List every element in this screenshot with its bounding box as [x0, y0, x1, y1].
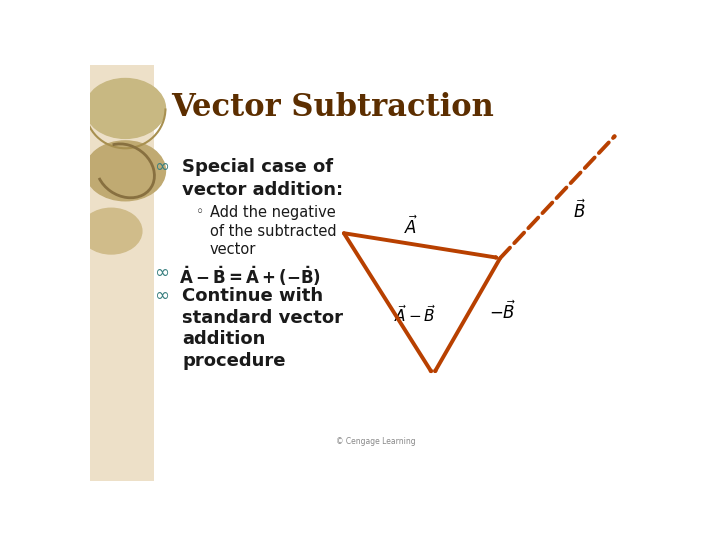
Text: $-\vec{B}$: $-\vec{B}$ [489, 301, 516, 323]
Text: ∞: ∞ [154, 158, 169, 177]
Text: ◦: ◦ [196, 205, 204, 219]
Text: ∞: ∞ [154, 265, 169, 282]
FancyArrowPatch shape [344, 233, 431, 371]
FancyArrowPatch shape [500, 136, 615, 258]
Text: of the subtracted: of the subtracted [210, 224, 336, 239]
Text: Special case of: Special case of [182, 158, 333, 177]
Text: $\mathbf{\dot{A} - \dot{B} = \dot{A} + (-\dot{B})}$: $\mathbf{\dot{A} - \dot{B} = \dot{A} + (… [179, 265, 321, 288]
Text: vector: vector [210, 242, 256, 258]
Text: Continue with: Continue with [182, 287, 323, 305]
FancyArrowPatch shape [435, 258, 500, 371]
Bar [90, 65, 154, 481]
Circle shape [85, 78, 166, 138]
Text: ∞: ∞ [154, 287, 169, 305]
Text: Vector Subtraction: Vector Subtraction [171, 92, 494, 123]
Text: vector addition:: vector addition: [182, 181, 343, 199]
Text: procedure: procedure [182, 352, 286, 370]
Text: standard vector: standard vector [182, 309, 343, 327]
Text: $\vec{A} - \vec{B}$: $\vec{A} - \vec{B}$ [394, 304, 436, 325]
Text: Add the negative: Add the negative [210, 205, 336, 220]
Circle shape [85, 141, 166, 201]
Text: addition: addition [182, 330, 266, 348]
FancyArrowPatch shape [344, 233, 496, 258]
Text: $\vec{B}$: $\vec{B}$ [572, 199, 586, 221]
Text: $\vec{A}$: $\vec{A}$ [404, 215, 418, 238]
Text: © Cengage Learning: © Cengage Learning [336, 437, 415, 446]
Circle shape [81, 208, 142, 254]
